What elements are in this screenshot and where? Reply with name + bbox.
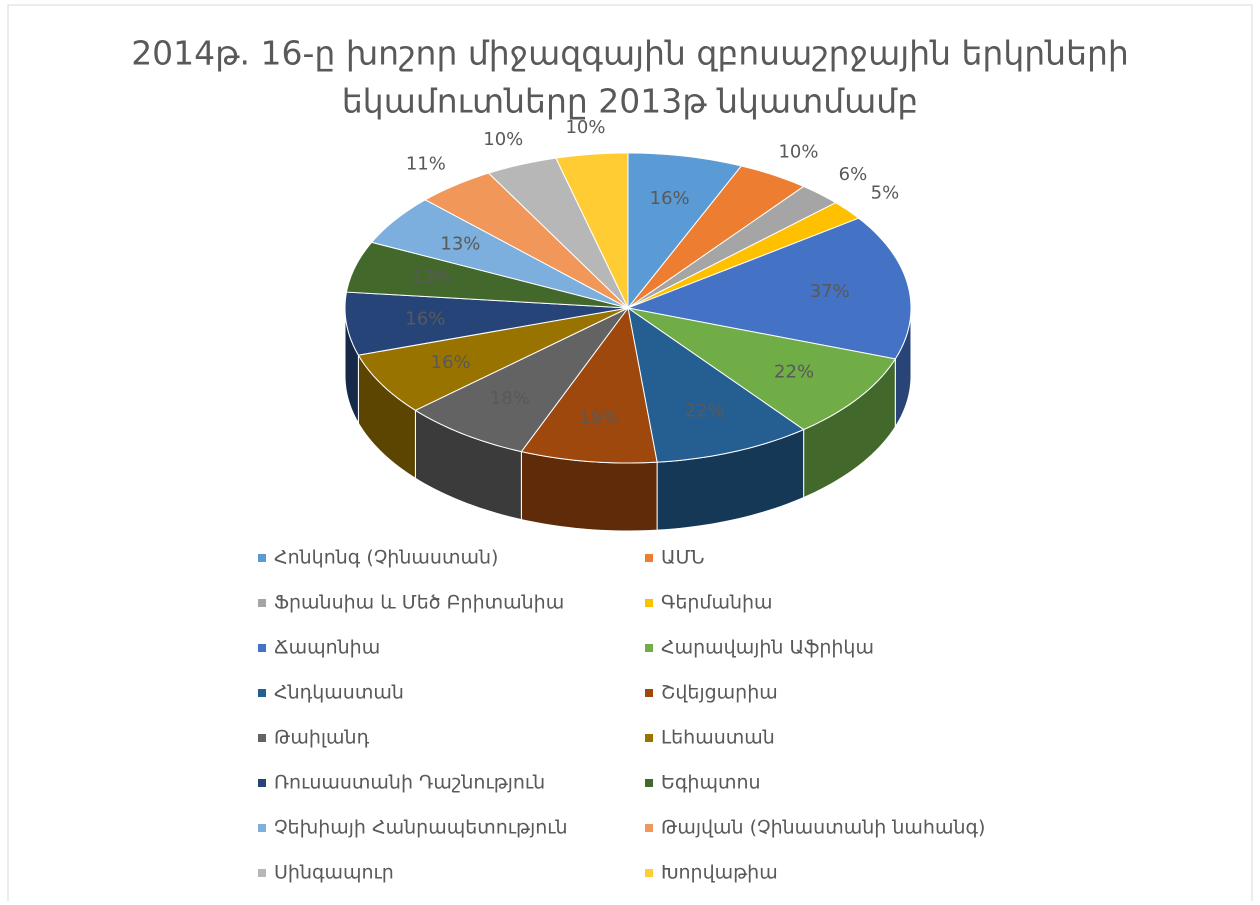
chart-title: եկամուտները 2013թ նկատմամբ — [342, 82, 918, 121]
legend-label: Սինգապուր — [274, 862, 394, 884]
slice — [627, 202, 860, 309]
slice — [627, 306, 805, 463]
slice-side — [520, 450, 658, 532]
slice — [344, 291, 629, 356]
legend-swatch — [645, 869, 653, 877]
data-label: 10% — [778, 142, 818, 163]
legend-swatch — [258, 734, 266, 742]
legend-label: Չեխիայի Հանրապետություն — [274, 817, 568, 839]
data-label: 22% — [685, 400, 725, 421]
slice — [345, 241, 629, 309]
legend-label: Թայվան (Չինաստանի նահանգ) — [661, 817, 985, 839]
data-label: 19% — [579, 407, 619, 428]
slice — [627, 307, 897, 431]
legend-swatch — [645, 599, 653, 607]
legend-swatch — [645, 779, 653, 787]
legend-swatch — [258, 644, 266, 652]
slice — [424, 172, 629, 309]
data-label: 16% — [431, 352, 471, 373]
legend-label: Եգիպտոս — [661, 772, 761, 794]
legend-swatch — [645, 689, 653, 697]
data-label: 18% — [490, 388, 530, 409]
slice — [487, 157, 629, 309]
data-label: 13% — [440, 234, 480, 255]
legend-label: Գերմանիա — [661, 592, 773, 614]
data-label: 16% — [405, 308, 445, 329]
legend-label: Խորվաթիա — [661, 862, 778, 884]
slice — [555, 152, 629, 309]
legend-swatch — [645, 644, 653, 652]
legend-label: Հոնկոնգ (Չինաստան) — [274, 547, 498, 569]
legend-label: Ճապոնիա — [274, 637, 380, 659]
legend-label: ԱՄՆ — [661, 547, 704, 569]
legend-label: Հարավային Աֆրիկա — [661, 637, 874, 659]
data-label: 13% — [412, 267, 452, 288]
legend-swatch — [258, 779, 266, 787]
slice — [626, 217, 912, 360]
legend-label: Շվեյցարիա — [661, 682, 778, 704]
data-label: 10% — [565, 117, 605, 138]
data-label: 16% — [650, 188, 690, 209]
legend-label: Ռուսաստանի Դաշնություն — [274, 772, 545, 794]
legend-label: Ֆրանսիա և Մեծ Բրիտանիա — [274, 592, 564, 614]
chart-title: 2014թ. 16-ը խոշոր միջազգային զբոսաշրջայի… — [131, 34, 1129, 73]
data-label: 22% — [774, 362, 814, 383]
data-label: 10% — [483, 129, 523, 150]
legend-swatch — [258, 824, 266, 832]
legend-swatch — [258, 599, 266, 607]
data-label: 11% — [406, 153, 446, 174]
legend-swatch — [645, 554, 653, 562]
slice — [627, 185, 837, 309]
legend-swatch — [258, 689, 266, 697]
slice — [627, 165, 805, 309]
legend-swatch — [645, 734, 653, 742]
legend-label: Հնդկաստան — [274, 682, 404, 704]
legend-label: Թաիլանդ — [274, 727, 370, 749]
legend-swatch — [645, 824, 653, 832]
slice — [627, 152, 743, 310]
slice — [520, 306, 658, 464]
slice — [414, 307, 629, 453]
data-label: 37% — [810, 281, 850, 302]
slice — [370, 199, 629, 309]
data-label: 5% — [871, 183, 900, 204]
data-label: 6% — [839, 164, 868, 185]
legend-swatch — [258, 554, 266, 562]
legend-swatch — [258, 869, 266, 877]
slice — [357, 307, 629, 411]
legend-label: Լեհաստան — [661, 727, 775, 749]
